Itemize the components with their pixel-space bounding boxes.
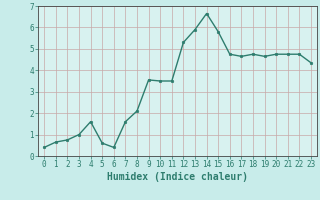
X-axis label: Humidex (Indice chaleur): Humidex (Indice chaleur) xyxy=(107,172,248,182)
